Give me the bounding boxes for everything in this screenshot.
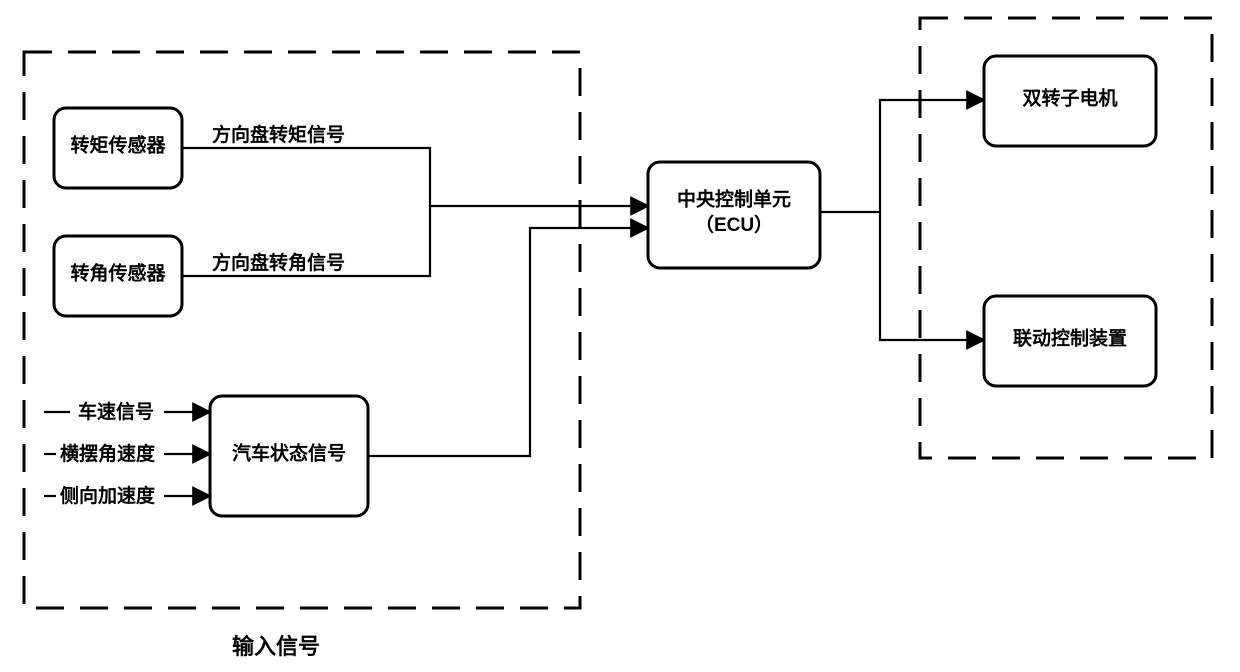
vehicle-status: 汽车状态信号 — [210, 396, 368, 516]
yawrate-label: 横摆角速度 — [60, 442, 156, 465]
dual-rotor: 双转子电机 — [984, 56, 1156, 146]
diagram-canvas: 转矩传感器转角传感器汽车状态信号 中央控制单元（ECU） 双转子电机联动控制装置 方向… — [0, 0, 1240, 672]
torque-sensor-label-0: 转矩传感器 — [70, 133, 166, 156]
ecu-label-0: 中央控制单元 — [677, 188, 791, 211]
torque-to-bus — [182, 148, 430, 206]
speed-label: 车速信号 — [78, 400, 154, 423]
ecu-label-1: （ECU） — [695, 213, 773, 236]
angle-sensor: 转角传感器 — [54, 236, 182, 316]
ecu-to-linkage — [880, 212, 984, 340]
ecu-to-motor — [880, 100, 984, 212]
torque-signal-label: 方向盘转矩信号 — [212, 123, 345, 146]
angle-sensor-label-0: 转角传感器 — [70, 261, 166, 284]
caption: 输入信号 — [232, 634, 320, 659]
dual-rotor-label-0: 双转子电机 — [1022, 86, 1117, 109]
ecu: 中央控制单元（ECU） — [648, 162, 820, 268]
linkage-control-label-0: 联动控制装置 — [1013, 326, 1127, 349]
lateral-label: 侧向加速度 — [60, 484, 156, 507]
torque-sensor: 转矩传感器 — [54, 108, 182, 188]
status-to-ecu — [368, 228, 648, 456]
linkage-control: 联动控制装置 — [984, 296, 1156, 386]
vehicle-status-label-0: 汽车状态信号 — [232, 441, 346, 464]
angle-signal-label: 方向盘转角信号 — [212, 251, 345, 274]
